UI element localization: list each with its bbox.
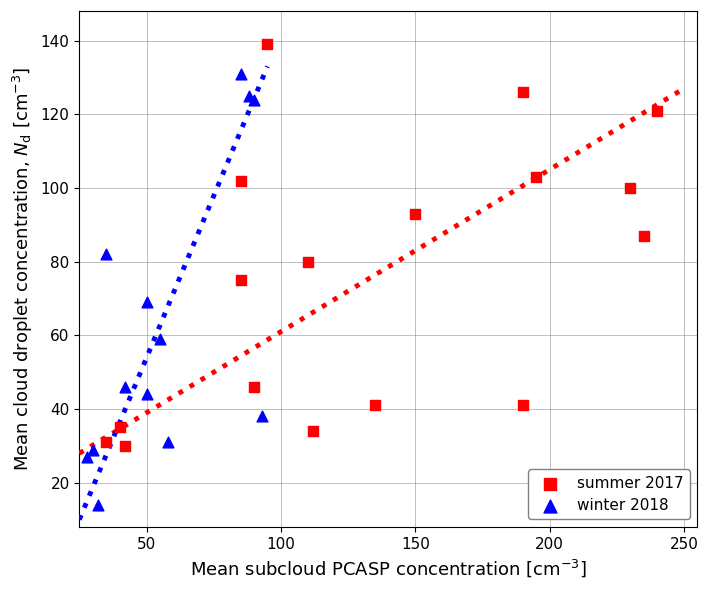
- summer 2017: [410, 209, 421, 218]
- winter 2018: [119, 382, 131, 392]
- winter 2018: [141, 297, 152, 307]
- summer 2017: [262, 40, 273, 49]
- Y-axis label: Mean cloud droplet concentration, $N_{\mathrm{d}}$ [cm$^{-3}$]: Mean cloud droplet concentration, $N_{\m…: [11, 67, 36, 471]
- winter 2018: [141, 389, 152, 399]
- Legend: summer 2017, winter 2018: summer 2017, winter 2018: [528, 470, 690, 519]
- summer 2017: [248, 382, 260, 392]
- summer 2017: [114, 423, 125, 432]
- winter 2018: [243, 91, 255, 100]
- summer 2017: [651, 106, 663, 115]
- summer 2017: [530, 172, 542, 182]
- summer 2017: [638, 231, 649, 241]
- summer 2017: [235, 276, 246, 285]
- winter 2018: [87, 445, 99, 454]
- summer 2017: [119, 441, 131, 451]
- winter 2018: [162, 438, 173, 447]
- summer 2017: [100, 438, 112, 447]
- winter 2018: [257, 412, 268, 421]
- summer 2017: [369, 401, 380, 410]
- summer 2017: [517, 401, 528, 410]
- winter 2018: [92, 500, 104, 510]
- winter 2018: [248, 95, 260, 104]
- summer 2017: [624, 183, 636, 193]
- X-axis label: Mean subcloud PCASP concentration [cm$^{-3}$]: Mean subcloud PCASP concentration [cm$^{…: [190, 558, 587, 579]
- summer 2017: [307, 427, 319, 436]
- summer 2017: [235, 176, 246, 185]
- winter 2018: [100, 250, 112, 259]
- winter 2018: [154, 335, 166, 344]
- summer 2017: [302, 257, 314, 267]
- summer 2017: [517, 87, 528, 97]
- winter 2018: [82, 453, 93, 462]
- winter 2018: [235, 69, 246, 78]
